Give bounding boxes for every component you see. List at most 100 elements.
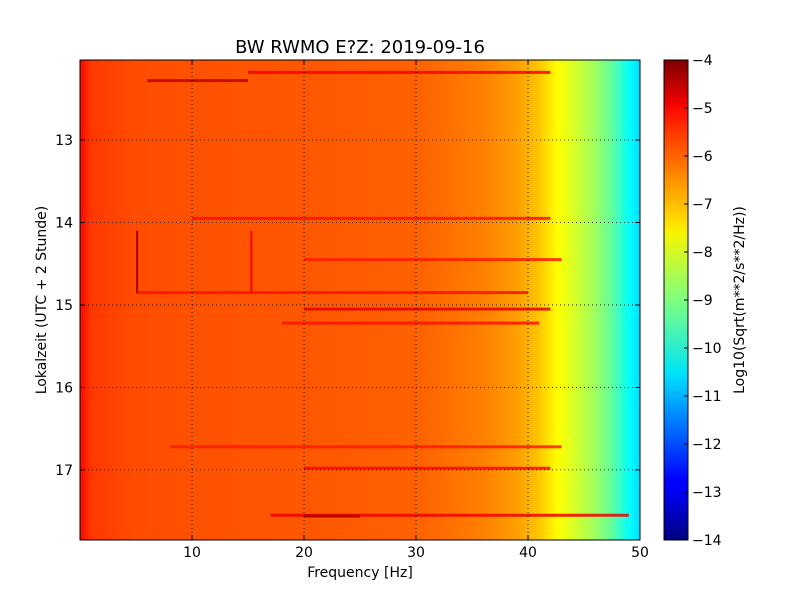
heatmap-column [424,60,428,540]
heatmap-column [166,60,171,540]
heatmap-column [82,60,87,540]
heatmap-column [617,60,621,540]
colorbar-label: Log10(Sqrt(m**2/s**2/Hz)) [732,206,748,394]
heatmap-column [231,60,235,540]
vertical-band [136,230,139,293]
heatmap-column [357,60,361,540]
heatmap-column [217,60,221,540]
y-tick-label: 15 [55,298,73,314]
heatmap-column [242,60,246,540]
heatmap-column [273,60,277,540]
heatmap-column [259,60,263,540]
heatmap-column [119,60,123,540]
heatmap-column [483,60,487,540]
heatmap-column [127,60,131,540]
heatmap-column [628,60,633,540]
heatmap-column [631,60,635,540]
heatmap-column [225,60,229,540]
heatmap-column [228,60,232,540]
heatmap-column [351,60,355,540]
heatmap-column [567,60,571,540]
heatmap-column [516,60,521,540]
heatmap-column [413,60,417,540]
heatmap-column [144,60,148,540]
heatmap-column [371,60,375,540]
heatmap-column [449,60,453,540]
heatmap-column [494,60,498,540]
heatmap-column [514,60,518,540]
heatmap-column [480,60,484,540]
heatmap-column [362,60,367,540]
heatmap-column [161,60,165,540]
horizontal-band [169,445,562,449]
heatmap-column [354,60,358,540]
heatmap-column [603,60,607,540]
heatmap-column [220,60,224,540]
heatmap-column [581,60,585,540]
heatmap-column [497,60,501,540]
heatmap-column [620,60,624,540]
heatmap-column [438,60,442,540]
horizontal-band [304,466,551,470]
heatmap-column [556,60,560,540]
x-axis: 10 20 30 40 50 [183,60,649,561]
heatmap-column [435,60,439,540]
heatmap-column [536,60,540,540]
heatmap-column [253,60,257,540]
heatmap-column [334,60,339,540]
heatmap-column [572,60,577,540]
heatmap-column [270,60,274,540]
heatmap-column [304,60,308,540]
horizontal-band [147,79,248,83]
horizontal-band [270,513,629,517]
horizontal-band [304,258,562,262]
heatmap-column [96,60,101,540]
heatmap-column [600,60,605,540]
colorbar-tick-label: −13 [692,485,722,501]
x-tick-label: 50 [631,545,649,561]
heatmap-column [502,60,507,540]
heatmap-column [206,60,210,540]
heatmap-column [340,60,344,540]
heatmap-column [183,60,187,540]
heatmap-column [108,60,112,540]
heatmap-column [634,60,638,540]
heatmap-column [329,60,333,540]
heatmap-column [570,60,574,540]
heatmap-column [150,60,154,540]
heatmap-column [332,60,336,540]
heatmap-column [326,60,330,540]
heatmap-column [169,60,173,540]
y-tick-label: 17 [55,463,73,479]
colorbar-axis: −4 −5 −6 −7 −8 −9 −10 −11 −12 −13 −14 [684,53,722,549]
heatmap-column [80,60,84,540]
heatmap-column [256,60,260,540]
heatmap-column [477,60,481,540]
colorbar-tick-label: −6 [692,149,713,165]
heatmap-column [463,60,467,540]
horizontal-band [136,291,528,295]
x-tick-label: 20 [295,545,313,561]
heatmap-column [396,60,400,540]
heatmap-column [418,60,423,540]
chart-title: BW RWMO E?Z: 2019-09-16 [235,37,485,58]
heatmap-column [446,60,451,540]
heatmap-column [99,60,103,540]
heatmap-column [287,60,291,540]
heatmap-column [402,60,406,540]
heatmap-column [276,60,280,540]
colorbar-tick-label: −7 [692,197,713,213]
heatmap-column [379,60,383,540]
heatmap-column [222,60,227,540]
heatmap-column [295,60,299,540]
horizontal-band [281,321,540,325]
heatmap-column [427,60,431,540]
heatmap-column [365,60,369,540]
heatmap-column [130,60,134,540]
heatmap-column [306,60,311,540]
heatmap-column [203,60,207,540]
heatmap-column [192,60,196,540]
heatmap-column [598,60,602,540]
heatmap-column [458,60,462,540]
heatmap-column [623,60,627,540]
